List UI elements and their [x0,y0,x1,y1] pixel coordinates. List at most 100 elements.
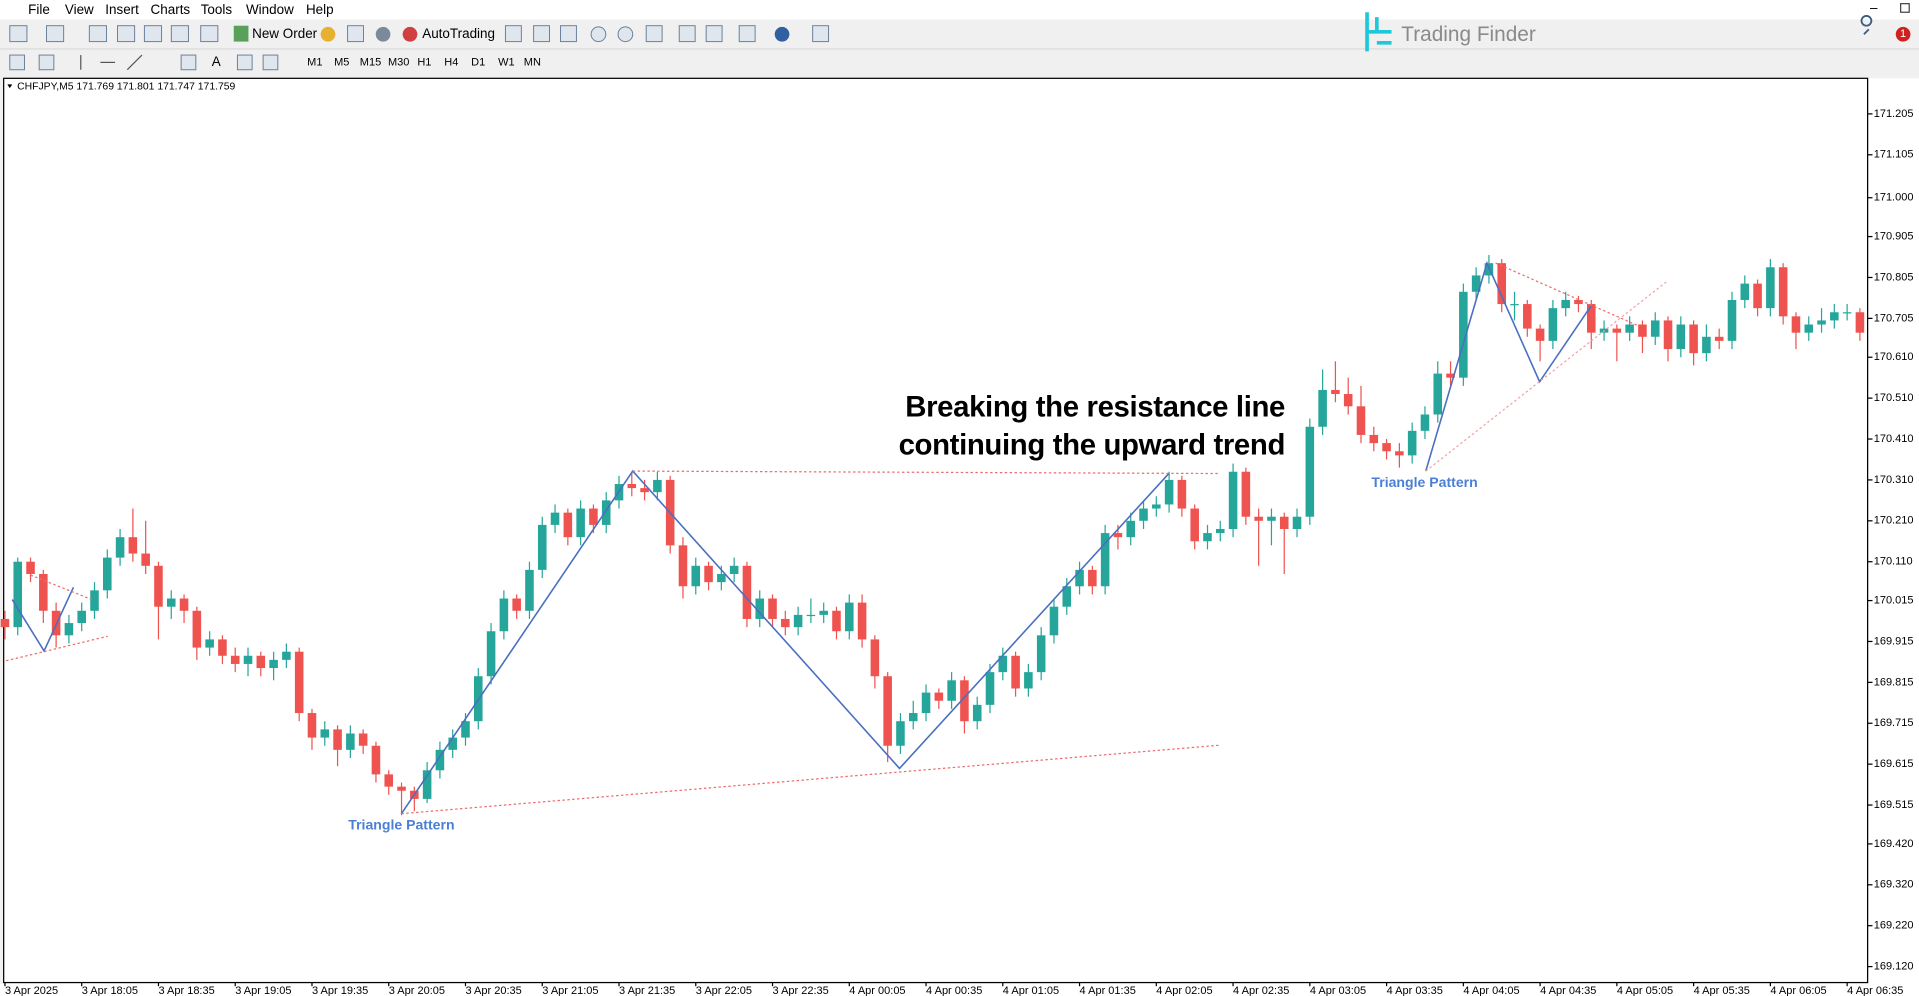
timeframe-button[interactable]: H1 [417,56,431,68]
candle-body [1100,533,1110,587]
candle-body [422,770,432,799]
y-tick-label: 169.120 [1874,960,1914,972]
timeframe-button[interactable]: MN [524,56,541,68]
autotrading-label[interactable]: AutoTrading [422,26,495,41]
resistance-line [632,470,1221,475]
menu-item[interactable]: View [65,2,94,17]
new-order-label[interactable]: New Order [252,26,318,41]
candle-body [1727,299,1737,341]
candle-body [1075,569,1084,587]
x-tick-label: 3 Apr 22:35 [773,985,829,996]
candle-body [781,618,790,628]
autotrading-icon[interactable] [402,26,418,42]
candle-body [1471,275,1481,292]
new-chart-button[interactable] [9,25,28,43]
candle-body [1420,414,1430,431]
timeframe-button[interactable]: M30 [388,56,409,68]
candle-body [192,610,202,648]
navigator-button[interactable] [143,25,163,43]
profiles-button[interactable] [46,25,65,43]
y-tick-label: 171.000 [1874,192,1914,204]
chart-shift-button[interactable] [705,25,723,43]
y-tick-label: 169.815 [1874,676,1914,688]
tile-button[interactable] [645,25,663,43]
crosshair-button[interactable] [38,54,55,71]
timeframe-button[interactable]: H4 [444,56,458,68]
menu-item[interactable]: File [28,2,50,17]
candle-body [972,704,982,722]
candle-body [333,729,342,750]
channel-button[interactable] [180,54,197,71]
badge-count: 1 [1900,28,1906,40]
timeframe-button[interactable]: D1 [471,56,485,68]
candle-body [1011,655,1020,689]
candle-body [934,692,944,701]
signals-button[interactable] [347,25,364,43]
timeframe-button[interactable]: M1 [307,56,322,68]
autoscroll-button[interactable] [678,25,696,43]
search-button[interactable] [1860,15,1873,35]
zoom-in-button[interactable] [590,26,607,43]
resistance-line-right [1495,262,1638,327]
candle-body [230,655,240,664]
menu-item[interactable]: Help [306,2,334,17]
chart-area[interactable] [3,77,1869,984]
candle-body [1778,267,1788,317]
terminal-button[interactable] [170,25,189,43]
trendline-button[interactable] [126,54,143,71]
indicators-button[interactable] [738,25,756,43]
candle-body [1625,324,1634,333]
candle-body [269,659,278,669]
x-tick-label: 3 Apr 18:35 [158,985,214,996]
gold-icon[interactable] [320,26,336,42]
x-tick-label: 3 Apr 21:05 [542,985,598,996]
candle-body [1318,389,1327,427]
notification-badge[interactable] [1895,26,1911,42]
text-tool[interactable]: A [212,54,221,69]
periods-button[interactable] [774,26,790,42]
market-button[interactable] [375,26,391,42]
x-tick-label: 4 Apr 05:05 [1617,985,1673,996]
candle-body [218,639,227,656]
candle-body [1305,426,1315,517]
candle-body [947,680,956,701]
data-window-button[interactable] [117,25,136,43]
new-order-icon[interactable] [233,25,249,42]
templates-button[interactable] [812,25,830,43]
candle-body [90,590,99,611]
candle-body [115,537,125,558]
candle-body [0,618,10,628]
candle-body [793,614,803,628]
restore-button[interactable] [1900,3,1910,13]
timeframe-button[interactable]: M5 [334,56,349,68]
line-chart-button[interactable] [560,25,577,43]
bar-chart-button[interactable] [504,25,522,43]
candle-body [1574,299,1583,305]
x-tick-label: 4 Apr 01:05 [1003,985,1059,996]
market-watch-button[interactable] [88,25,107,43]
zoom-out-button[interactable] [617,26,634,43]
x-tick-label: 4 Apr 06:35 [1847,985,1903,996]
tester-button[interactable] [200,25,219,43]
timeframe-button[interactable]: W1 [498,56,515,68]
menu-item[interactable]: Insert [105,2,139,17]
x-tick-label: 3 Apr 19:05 [235,985,291,996]
candle-chart-button[interactable] [533,25,550,43]
candle-body [1395,451,1404,456]
candle-body [704,565,713,583]
minimize-button[interactable]: – [1870,0,1878,15]
candle-body [985,672,995,705]
menu-item[interactable]: Charts [151,2,191,17]
candle-body [563,512,573,538]
candle-body [1523,304,1532,329]
shapes-tool[interactable] [262,54,279,71]
menu-item[interactable]: Window [246,2,294,17]
y-tick-label: 169.615 [1874,758,1914,770]
menu-item[interactable]: Tools [201,2,233,17]
label-tool[interactable] [236,54,253,71]
timeframe-button[interactable]: M15 [360,56,381,68]
cursor-button[interactable] [9,54,25,71]
candle-body [512,598,521,611]
chart-menu-triangle[interactable] [7,84,13,89]
